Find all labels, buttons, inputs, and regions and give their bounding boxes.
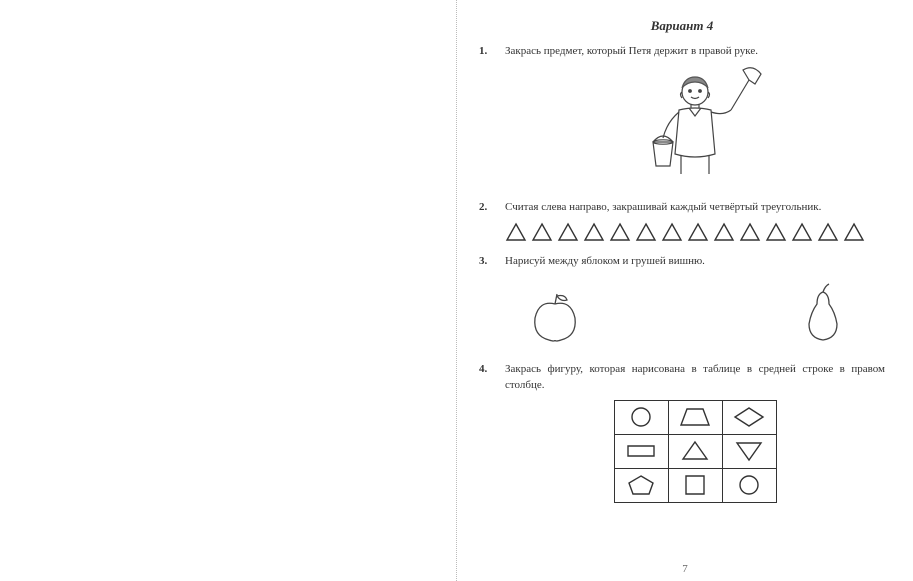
square-icon xyxy=(677,473,713,497)
task-3-body: Нарисуй между яблоком и грушей вишню. xyxy=(505,254,885,352)
task-4-number: 4. xyxy=(479,362,505,503)
pentagon-icon xyxy=(623,473,659,497)
triangle-icon xyxy=(609,222,631,242)
triangle-icon xyxy=(765,222,787,242)
triangle-icon xyxy=(661,222,683,242)
table-cell xyxy=(614,434,668,468)
table-row xyxy=(614,400,776,434)
table-cell xyxy=(668,400,722,434)
triangle-icon xyxy=(505,222,527,242)
table-cell xyxy=(668,434,722,468)
table-cell xyxy=(722,468,776,502)
table-cell xyxy=(722,400,776,434)
rectangle-icon xyxy=(623,439,659,463)
triangle-icon xyxy=(739,222,761,242)
task-3: 3. Нарисуй между яблоком и грушей вишню. xyxy=(479,254,885,352)
task-4: 4. Закрась фигуру, которая нарисована в … xyxy=(479,362,885,503)
trapezoid-icon xyxy=(677,405,713,429)
triangle-icon xyxy=(687,222,709,242)
task-2-body: Считая слева направо, закрашивай каждый … xyxy=(505,200,885,244)
left-blank-page xyxy=(0,0,456,581)
diamond-icon xyxy=(731,405,767,429)
pear-icon xyxy=(801,280,845,344)
task-4-text: Закрась фигуру, которая нарисована в таб… xyxy=(505,362,885,394)
triangle-icon xyxy=(713,222,735,242)
fruit-row xyxy=(505,276,885,352)
table-cell xyxy=(668,468,722,502)
variant-title: Вариант 4 xyxy=(479,18,885,34)
triangle-icon xyxy=(817,222,839,242)
triangle-icon xyxy=(843,222,865,242)
triangle-icon xyxy=(635,222,657,242)
boy-illustration xyxy=(505,66,885,186)
task-1-text: Закрась предмет, который Петя держит в п… xyxy=(505,44,885,60)
page-number: 7 xyxy=(457,563,913,575)
page-spread: Вариант 4 1. Закрась предмет, который Пе… xyxy=(0,0,913,581)
task-4-body: Закрась фигуру, которая нарисована в таб… xyxy=(505,362,885,503)
task-3-number: 3. xyxy=(479,254,505,352)
triangle-icon xyxy=(791,222,813,242)
task-1: 1. Закрась предмет, который Петя держит … xyxy=(479,44,885,190)
table-row xyxy=(614,434,776,468)
right-page: Вариант 4 1. Закрась предмет, который Пе… xyxy=(456,0,913,581)
triangle-down-icon xyxy=(731,439,767,463)
triangle-row xyxy=(505,222,885,242)
task-3-text: Нарисуй между яблоком и грушей вишню. xyxy=(505,254,885,270)
task-2-text: Считая слева направо, закрашивай каждый … xyxy=(505,200,885,216)
task-1-number: 1. xyxy=(479,44,505,190)
task-2-number: 2. xyxy=(479,200,505,244)
circle-icon xyxy=(731,473,767,497)
triangle-icon xyxy=(583,222,605,242)
table-cell xyxy=(722,434,776,468)
task-2: 2. Считая слева направо, закрашивай кажд… xyxy=(479,200,885,244)
triangle-icon xyxy=(531,222,553,242)
table-cell xyxy=(614,400,668,434)
task-1-body: Закрась предмет, который Петя держит в п… xyxy=(505,44,885,190)
table-cell xyxy=(614,468,668,502)
triangle-up-icon xyxy=(677,439,713,463)
table-row xyxy=(614,468,776,502)
shape-table xyxy=(614,400,777,503)
triangle-icon xyxy=(557,222,579,242)
apple-icon xyxy=(525,288,585,344)
circle-icon xyxy=(623,405,659,429)
boy-svg xyxy=(615,66,775,186)
